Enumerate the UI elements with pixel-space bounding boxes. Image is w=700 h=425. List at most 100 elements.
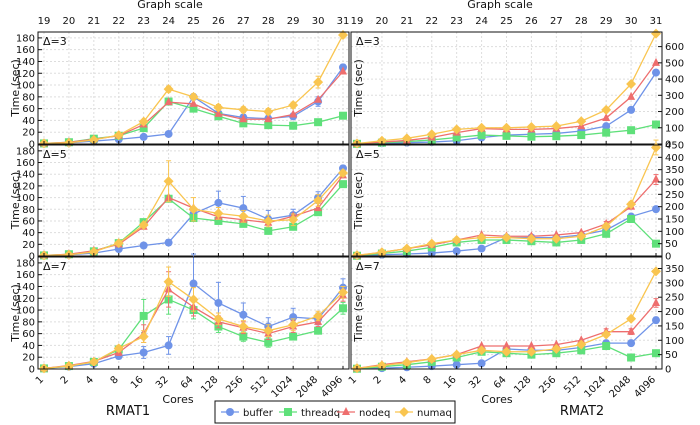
data-point-numaq	[601, 221, 612, 232]
panel-rmat1-d5: Δ=5	[37, 144, 350, 261]
data-point-nodeq	[652, 174, 660, 183]
x-tick-label-bottom: 8	[422, 374, 434, 386]
y-tick-label: 200	[665, 107, 684, 118]
y-tick-label: 100	[665, 227, 684, 238]
top-x-axis-title-left: Graph scale	[137, 0, 203, 11]
x-tick-label-bottom: 256	[224, 374, 245, 395]
x-tick-label-bottom: 4	[397, 374, 409, 386]
y-tick-label: 20	[22, 128, 35, 139]
x-tick-label-bottom: 128	[199, 374, 220, 395]
x-tick-label-top: 24	[162, 16, 175, 27]
y-tick-label: 0	[665, 140, 671, 151]
panel-rmat2-d5: Δ=5	[350, 139, 663, 261]
x-tick-label-bottom: 1	[34, 374, 46, 386]
x-tick-label-bottom: 4096	[632, 374, 658, 400]
x-tick-label-bottom: 1	[347, 374, 359, 386]
data-point-numaq	[113, 238, 124, 249]
panel-rmat2-d7: Δ=7	[350, 256, 663, 374]
y-tick-label: 350	[665, 165, 684, 176]
data-point-numaq	[576, 116, 587, 127]
data-point-threadq	[239, 219, 248, 228]
y-tick-label: 450	[665, 141, 684, 152]
data-point-nodeq	[652, 57, 660, 66]
data-point-numaq	[113, 343, 124, 354]
legend-marker-nodeq	[342, 407, 350, 415]
panel-rmat1-d3: Δ=3	[37, 29, 350, 149]
data-point-numaq	[651, 266, 661, 277]
data-point-numaq	[451, 234, 462, 245]
data-point-buffer	[164, 341, 173, 350]
data-point-numaq	[401, 243, 412, 254]
data-point-numaq	[288, 100, 299, 111]
y-tick-label: 160	[16, 45, 35, 56]
data-point-buffer	[602, 122, 611, 131]
y-tick-label: 50	[665, 350, 678, 361]
x-tick-label-top: 27	[237, 16, 250, 27]
data-point-buffer	[452, 247, 461, 256]
data-point-numaq	[501, 346, 512, 357]
y-tick-label: 80	[22, 317, 35, 328]
y-tick-label: 50	[665, 239, 678, 250]
data-point-buffer	[452, 360, 461, 369]
y-tick-label: 0	[29, 365, 35, 376]
x-tick-label-bottom: 128	[512, 374, 533, 395]
data-point-numaq	[138, 116, 149, 127]
data-point-numaq	[238, 321, 249, 332]
data-point-buffer	[189, 279, 198, 288]
x-tick-label-top: 31	[337, 16, 350, 27]
panel-rmat2-d3: Δ=3	[350, 28, 663, 149]
data-point-numaq	[401, 133, 412, 144]
data-point-threadq	[577, 131, 586, 140]
data-point-nodeq	[339, 66, 347, 75]
panel-label: Δ=7	[43, 260, 67, 273]
y-tick-label: 40	[22, 341, 35, 352]
x-tick-label-top: 27	[550, 16, 563, 27]
x-tick-label-bottom: 2048	[294, 374, 320, 400]
data-point-numaq	[213, 313, 224, 324]
data-point-numaq	[188, 91, 199, 102]
y-tick-label: 0	[665, 365, 671, 376]
data-point-nodeq	[214, 108, 223, 117]
data-point-numaq	[263, 325, 274, 336]
y-tick-label: 100	[16, 81, 35, 92]
data-point-numaq	[551, 121, 562, 132]
data-point-buffer	[139, 348, 148, 357]
x-tick-label-top: 22	[112, 16, 125, 27]
data-point-numaq	[501, 232, 512, 243]
panels-layer: Δ=3 Δ=3 Δ=5 Δ=5 Δ=7 Δ=7	[37, 28, 663, 374]
x-tick-label-top: 28	[575, 16, 588, 27]
data-point-numaq	[376, 360, 387, 371]
data-point-threadq	[189, 104, 198, 113]
data-point-numaq	[501, 122, 512, 133]
data-point-numaq	[163, 176, 174, 187]
x-tick-label-top: 20	[63, 16, 76, 27]
y-tick-label: 140	[16, 170, 35, 181]
y-tick-label: 140	[16, 282, 35, 293]
x-tick-label-top: 21	[87, 16, 100, 27]
legend-label-nodeq: nodeq	[359, 408, 390, 419]
data-point-buffer	[652, 316, 660, 325]
y-tick-label: 160	[16, 270, 35, 281]
data-point-numaq	[376, 247, 387, 258]
data-point-threadq	[452, 133, 461, 142]
data-point-numaq	[551, 343, 562, 354]
data-point-numaq	[138, 331, 149, 342]
x-tick-label-bottom: 16	[129, 374, 146, 391]
data-point-numaq	[526, 233, 537, 244]
y-tick-label: 350	[665, 264, 684, 275]
data-point-numaq	[476, 122, 487, 133]
y-tick-label: 40	[22, 116, 35, 127]
data-point-buffer	[164, 129, 173, 138]
data-point-numaq	[88, 356, 99, 367]
data-point-threadq	[577, 346, 586, 355]
panel-rmat1-d7: Δ=7	[37, 253, 350, 374]
x-tick-label-bottom: 32	[154, 374, 171, 391]
data-point-buffer	[139, 132, 148, 141]
data-point-numaq	[313, 310, 324, 321]
bottom-x-axis-title-right: Cores	[481, 393, 512, 406]
y-axis-title: Time (sec)	[9, 284, 22, 343]
x-tick-label-top: 19	[38, 16, 51, 27]
panel-label: Δ=5	[43, 148, 67, 161]
x-tick-label-top: 29	[600, 16, 613, 27]
